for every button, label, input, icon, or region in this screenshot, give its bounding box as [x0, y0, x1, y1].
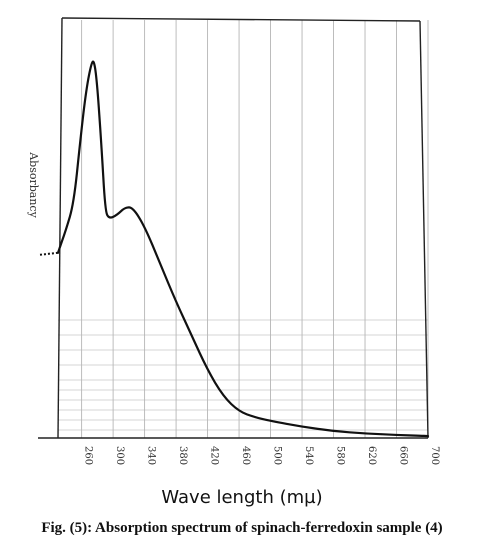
x-tick-label: 260 — [83, 446, 94, 465]
series-layer — [39, 60, 430, 438]
y-axis-label: Absorbancy — [27, 151, 40, 218]
x-tick-label: 340 — [146, 446, 157, 465]
figure-caption: Fig. (5): Absorption spectrum of spinach… — [41, 520, 443, 536]
x-tick-label: 540 — [303, 446, 314, 465]
frame-left — [57, 17, 63, 439]
frame-top — [61, 17, 421, 22]
x-tick-label: 620 — [366, 446, 377, 465]
series-line-start-mark — [39, 251, 59, 256]
x-tick-label: 700 — [429, 446, 440, 465]
x-tick-label: 420 — [209, 446, 220, 465]
x-tick-label: 660 — [398, 446, 409, 465]
x-axis-label: Wave length (mµ) — [161, 487, 323, 508]
x-tick-labels: 260 300 340 380 420 460 500 540 580 620 660 700 — [83, 446, 440, 465]
vertical-gridlines — [81, 20, 429, 438]
horizontal-gridlines — [58, 319, 428, 431]
x-tick-label: 460 — [240, 446, 251, 465]
x-tick-label: 300 — [114, 446, 125, 465]
series-line — [56, 60, 430, 438]
x-tick-label: 500 — [272, 446, 283, 465]
plot-frame — [38, 17, 429, 439]
frame-right — [419, 20, 429, 439]
x-tick-label: 380 — [177, 446, 188, 465]
x-tick-label: 580 — [335, 446, 346, 465]
